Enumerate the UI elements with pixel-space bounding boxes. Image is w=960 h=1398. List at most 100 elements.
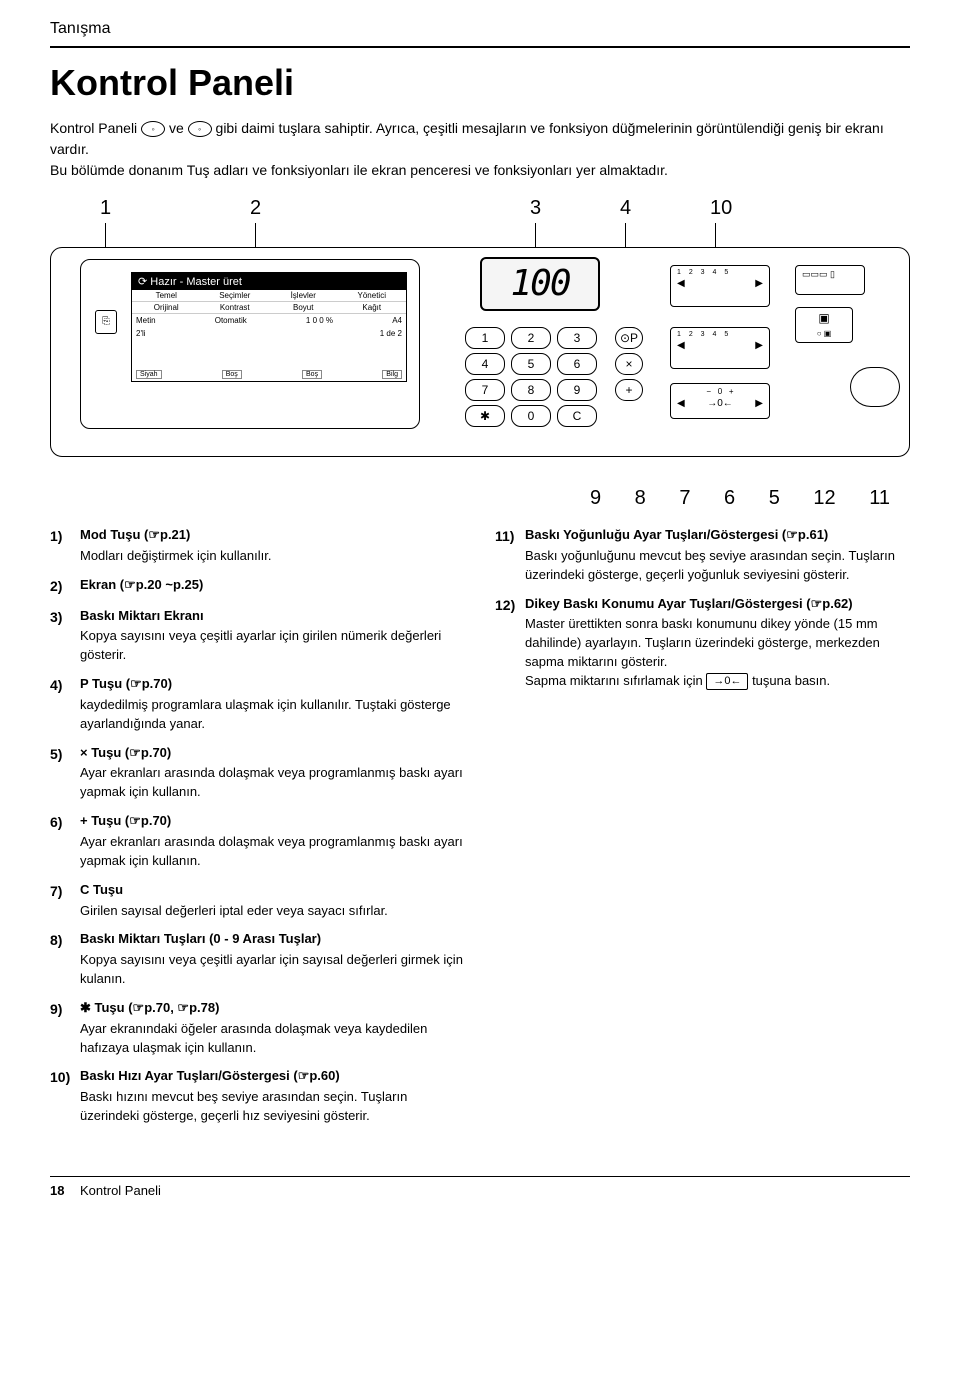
side-keys: ⊙P × + xyxy=(615,327,643,401)
key-6[interactable]: 6 xyxy=(557,353,597,375)
item-title: Baskı Hızı Ayar Tuşları/Göstergesi (☞p.6… xyxy=(80,1067,465,1086)
position-indicator: − 0 + ◀→0←▶ xyxy=(670,383,770,419)
item-desc: Kopya sayısını veya çeşitli ayarlar için… xyxy=(80,627,465,665)
key-star[interactable]: ✱ xyxy=(465,405,505,427)
item-desc: Kopya sayısını veya çeşitli ayarlar için… xyxy=(80,951,465,989)
key-8[interactable]: 8 xyxy=(511,379,551,401)
item-number: 11) xyxy=(495,526,525,585)
item-number: 12) xyxy=(495,595,525,691)
reset-pos-icon[interactable]: →0← xyxy=(707,398,733,409)
list-item: 8)Baskı Miktarı Tuşları (0 - 9 Arası Tuş… xyxy=(50,930,465,989)
lcd-panel: ⎘ ⟳ Hazır - Master üret TemelSeçimlerİşl… xyxy=(80,259,420,429)
key-3[interactable]: 3 xyxy=(557,327,597,349)
list-item: 12)Dikey Baskı Konumu Ayar Tuşları/Göste… xyxy=(495,595,910,691)
divider xyxy=(50,46,910,48)
key-7[interactable]: 7 xyxy=(465,379,505,401)
item-title: Baskı Miktarı Ekranı xyxy=(80,607,465,626)
callout-10: 10 xyxy=(710,197,732,220)
lcd-softkeys: SiyahBoşBoşBilg xyxy=(136,370,402,379)
key-c[interactable]: C xyxy=(557,405,597,427)
list-item: 10)Baskı Hızı Ayar Tuşları/Göstergesi (☞… xyxy=(50,1067,465,1126)
key-9[interactable]: 9 xyxy=(557,379,597,401)
arrow-left-icon[interactable]: ◀ xyxy=(677,398,685,409)
callout-1: 1 xyxy=(100,197,111,220)
key-x[interactable]: × xyxy=(615,353,643,375)
key-5[interactable]: 5 xyxy=(511,353,551,375)
start-button[interactable] xyxy=(850,367,900,407)
page-title: Kontrol Paneli xyxy=(50,62,910,104)
item-title: Dikey Baskı Konumu Ayar Tuşları/Gösterge… xyxy=(525,595,910,614)
list-item: 7)C TuşuGirilen sayısal değerleri iptal … xyxy=(50,881,465,921)
item-desc: Baskı hızını mevcut beş seviye arasından… xyxy=(80,1088,465,1126)
arrow-right-icon[interactable]: ▶ xyxy=(755,398,763,409)
item-number: 8) xyxy=(50,930,80,989)
item-number: 4) xyxy=(50,675,80,734)
reset-key-icon: →0← xyxy=(706,673,748,691)
key-2[interactable]: 2 xyxy=(511,327,551,349)
item-number: 6) xyxy=(50,812,80,871)
item-number: 2) xyxy=(50,576,80,597)
item-desc: Baskı yoğunluğunu mevcut beş seviye aras… xyxy=(525,547,910,585)
item-number: 5) xyxy=(50,744,80,803)
callout-2: 2 xyxy=(250,197,261,220)
page-footer: 18Kontrol Paneli xyxy=(50,1176,910,1198)
right-column: 11)Baskı Yoğunluğu Ayar Tuşları/Gösterge… xyxy=(495,526,910,1136)
list-item: 5)× Tuşu (☞p.70)Ayar ekranları arasında … xyxy=(50,744,465,803)
lcd-status: ⟳ Hazır - Master üret xyxy=(132,273,406,290)
item-desc: Master ürettikten sonra baskı konumunu d… xyxy=(525,615,910,672)
aux-indicator-2: ▣ ○ ▣ xyxy=(795,307,853,343)
item-title: Ekran (☞p.20 ~p.25) xyxy=(80,576,465,595)
key-1[interactable]: 1 xyxy=(465,327,505,349)
key-plus[interactable]: + xyxy=(615,379,643,401)
lcd-labels: OrijinalKontrastBoyutKağıt xyxy=(132,302,406,314)
density-indicator: 1 2 3 4 5 ◀▶ xyxy=(670,327,770,369)
list-item: 9)✱ Tuşu (☞p.70, ☞p.78) Ayar ekranındaki … xyxy=(50,999,465,1058)
lcd-tabs: TemelSeçimlerİşlevlerYönetici xyxy=(132,290,406,302)
list-item: 2)Ekran (☞p.20 ~p.25) xyxy=(50,576,465,597)
arrow-left-icon[interactable]: ◀ xyxy=(677,278,685,289)
item-title: ✱ Tuşu (☞p.70, ☞p.78) xyxy=(80,999,465,1018)
item-number: 10) xyxy=(50,1067,80,1126)
item-title: Mod Tuşu (☞p.21) xyxy=(80,526,465,545)
segment-display: 100 xyxy=(480,257,600,311)
arrow-left-icon[interactable]: ◀ xyxy=(677,340,685,351)
item-desc: Ayar ekranındaki öğeler arasında dolaşma… xyxy=(80,1020,465,1058)
key-4[interactable]: 4 xyxy=(465,353,505,375)
item-number: 3) xyxy=(50,607,80,666)
lcd-screen: ⟳ Hazır - Master üret TemelSeçimlerİşlev… xyxy=(131,272,407,382)
item-desc: kaydedilmiş programlara ulaşmak için kul… xyxy=(80,696,465,734)
key-p[interactable]: ⊙P xyxy=(615,327,643,349)
item-number: 7) xyxy=(50,881,80,921)
key-0[interactable]: 0 xyxy=(511,405,551,427)
list-item: 11)Baskı Yoğunluğu Ayar Tuşları/Gösterge… xyxy=(495,526,910,585)
bottom-callouts: 9 8 7 6 5 12 11 xyxy=(50,487,910,510)
callout-4: 4 xyxy=(620,197,631,220)
left-column: 1)Mod Tuşu (☞p.21)Modları değiştirmek iç… xyxy=(50,526,465,1136)
item-desc: Ayar ekranları arasında dolaşmak veya pr… xyxy=(80,764,465,802)
item-title: + Tuşu (☞p.70) xyxy=(80,812,465,831)
item-number: 1) xyxy=(50,526,80,566)
item-title: P Tuşu (☞p.70) xyxy=(80,675,465,694)
lcd-values-2: 2'li 1 de 2 xyxy=(132,327,406,340)
mode-button[interactable]: ⎘ xyxy=(95,310,117,334)
panel-diagram: 1 2 3 4 10 ⎘ ⟳ Hazır - Master üret Temel… xyxy=(50,197,910,457)
aux-indicator-1: ▭▭▭ ▯ xyxy=(795,265,865,295)
list-item: 3)Baskı Miktarı EkranıKopya sayısını vey… xyxy=(50,607,465,666)
item-desc: Girilen sayısal değerleri iptal eder vey… xyxy=(80,902,465,921)
numeric-keypad: 1 2 3 4 5 6 7 8 9 ✱ 0 C xyxy=(465,327,597,427)
intro-text: Kontrol Paneli ◦ ve ◦ gibi daimi tuşlara… xyxy=(50,118,910,181)
list-item: 4)P Tuşu (☞p.70) kaydedilmiş programlara … xyxy=(50,675,465,734)
list-item: 1)Mod Tuşu (☞p.21)Modları değiştirmek iç… xyxy=(50,526,465,566)
item-number: 9) xyxy=(50,999,80,1058)
item-title: Baskı Miktarı Tuşları (0 - 9 Arası Tuşla… xyxy=(80,930,465,949)
item-title: × Tuşu (☞p.70) xyxy=(80,744,465,763)
key-icon: ◦ xyxy=(188,121,212,137)
item-desc-extra: Sapma miktarını sıfırlamak için →0← tuşu… xyxy=(525,672,910,691)
arrow-right-icon[interactable]: ▶ xyxy=(755,340,763,351)
key-icon: ◦ xyxy=(141,121,165,137)
callout-3: 3 xyxy=(530,197,541,220)
speed-indicator: 1 2 3 4 5 ◀▶ xyxy=(670,265,770,307)
section-header: Tanışma xyxy=(50,20,910,38)
list-item: 6)+ Tuşu (☞p.70)Ayar ekranları arasında … xyxy=(50,812,465,871)
arrow-right-icon[interactable]: ▶ xyxy=(755,278,763,289)
